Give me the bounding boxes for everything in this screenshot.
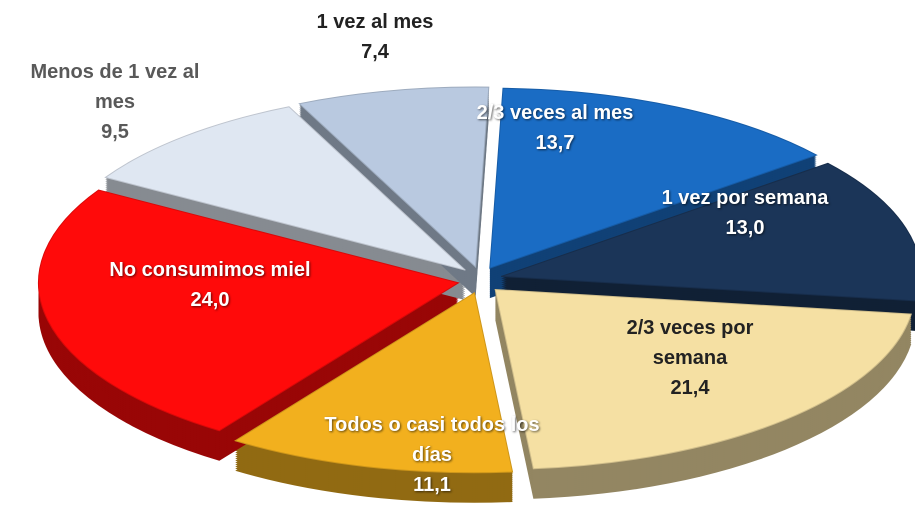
value-label: 21,4 [670,377,710,399]
category-label: No consumimos miel [109,259,311,281]
slice [104,106,466,271]
value-label: 11,1 [413,474,451,496]
slice-label: 1 vez al mes 7,4 [275,7,475,67]
category-label: 1 vez por semana [661,187,829,209]
category-label: 2/3 veces por semana [626,317,754,369]
slice-label: 2/3 veces por semana 21,4 [600,313,780,403]
slice-label: No consumimos miel 24,0 [80,255,340,315]
slice [234,291,514,474]
slice-label: 1 vez por semana 13,0 [625,183,865,243]
category-label: Menos de 1 vez al mes [30,61,200,113]
value-label: 24,0 [190,289,230,311]
value-label: 9,5 [101,121,129,143]
category-label: 1 vez al mes [316,11,434,33]
slice [298,86,490,269]
category-label: Todos o casi todos los días [324,414,540,466]
slice-label: Menos de 1 vez al mes 9,5 [10,57,220,147]
slice [501,162,915,302]
value-label: 13,0 [725,217,765,239]
value-label: 7,4 [361,41,389,63]
slice-label: 2/3 veces al mes 13,7 [455,98,655,158]
slice [38,189,460,432]
category-label: 2/3 veces al mes [476,102,634,124]
slice-label: Todos o casi todos los días 11,1 [317,410,547,500]
slice [494,289,912,470]
value-label: 13,7 [535,132,575,154]
slice [489,87,818,269]
